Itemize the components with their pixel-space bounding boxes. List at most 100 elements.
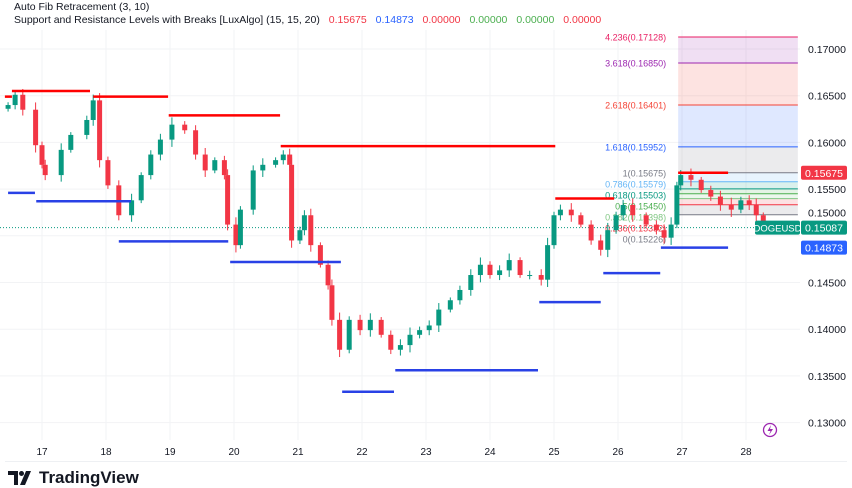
candle <box>225 175 231 225</box>
candle <box>426 325 432 331</box>
fib-level-label: 2.618(0.16401) <box>605 100 666 110</box>
candle <box>620 204 626 216</box>
fib-level-label: 1(0.15675) <box>623 168 667 178</box>
price-chart[interactable]: 17 18 19 20 21 22 23 24 25 26 27 28 0.17000 0.16500 0.… <box>0 0 852 462</box>
x-tick-label: 24 <box>484 447 496 458</box>
candle <box>202 154 208 171</box>
candle <box>545 245 551 280</box>
symbol-tag-box <box>755 220 800 235</box>
candle <box>105 160 111 186</box>
candle <box>182 124 188 131</box>
candle <box>317 245 323 265</box>
candle <box>487 264 493 276</box>
sr-indicator-legend[interactable]: Support and Resistance Levels with Break… <box>14 14 607 26</box>
fib-band <box>678 37 798 64</box>
candle <box>39 145 45 165</box>
candle <box>557 209 563 216</box>
candle <box>717 196 723 205</box>
fib-level-label: 0.618(0.15503) <box>605 190 666 200</box>
candle <box>527 275 533 277</box>
candle <box>477 264 483 276</box>
y-tick-label: 0.14000 <box>808 324 846 336</box>
symbol-tag: DOGEUSD <box>753 224 801 235</box>
fib-indicator-legend[interactable]: Auto Fib Retracement (3, 10) <box>14 1 155 13</box>
x-tick-label: 23 <box>420 447 432 458</box>
candle <box>367 319 373 331</box>
candle <box>417 330 423 335</box>
candle <box>457 289 463 301</box>
y-tick-label: 0.16000 <box>808 137 846 149</box>
fib-band <box>678 188 798 194</box>
candle <box>90 100 96 120</box>
price-label-box <box>801 220 847 235</box>
x-tick-label: 22 <box>356 447 368 458</box>
candle <box>436 309 442 326</box>
y-tick-label: 0.13000 <box>808 418 846 430</box>
candle <box>169 124 175 140</box>
tradingview-logo-icon <box>8 471 31 485</box>
x-tick-label: 26 <box>612 447 624 458</box>
fib-level-label: 0.236(0.15332) <box>605 223 666 233</box>
fib-band <box>678 204 798 215</box>
candle <box>33 109 39 146</box>
sr-value: 0.00000 <box>422 14 461 26</box>
sr-indicator-title: Support and Resistance Levels with Break… <box>14 14 320 26</box>
candle <box>708 190 714 197</box>
candle <box>653 224 659 231</box>
candle <box>5 105 11 109</box>
candle <box>233 224 239 246</box>
candle <box>388 334 394 350</box>
candle <box>325 264 331 286</box>
candle <box>250 170 256 210</box>
tradingview-logo[interactable]: TradingView <box>8 468 139 488</box>
price-label: 0.14873 <box>805 243 843 255</box>
candle <box>297 230 303 241</box>
candle <box>578 215 584 225</box>
x-tick-label: 21 <box>292 447 304 458</box>
candle <box>20 94 26 110</box>
candle <box>138 175 144 201</box>
candle <box>378 319 384 335</box>
sr-value: 0.00000 <box>516 14 555 26</box>
fib-band <box>678 172 798 182</box>
candle <box>237 209 243 246</box>
candle <box>212 160 218 171</box>
price-label: 0.15087 <box>805 223 843 235</box>
candle <box>746 200 752 205</box>
candle <box>698 179 704 191</box>
candle <box>407 334 413 346</box>
candle <box>329 285 335 320</box>
fib-level-label: 4.236(0.17128) <box>605 33 666 43</box>
candle <box>568 209 574 216</box>
candle <box>346 319 352 350</box>
sr-value: 0.14873 <box>375 14 414 26</box>
candle <box>728 204 734 210</box>
x-tick-label: 28 <box>740 447 752 458</box>
candle <box>643 215 649 225</box>
candle <box>661 230 667 238</box>
candle <box>517 260 523 276</box>
sr-value: 0.15675 <box>328 14 367 26</box>
candle <box>588 224 594 241</box>
price-label-box <box>801 165 847 180</box>
fib-level-label: 1.618(0.15952) <box>605 142 666 152</box>
fib-band <box>678 198 798 205</box>
candle <box>337 319 343 350</box>
candle <box>97 100 103 161</box>
divider <box>5 461 847 462</box>
y-tick-label: 0.17000 <box>808 44 846 56</box>
fib-level-label: 0.5(0.15450) <box>615 201 666 211</box>
candle <box>148 154 154 176</box>
lightning-icon <box>767 425 773 435</box>
sr-value: 0.00000 <box>469 14 508 26</box>
candle <box>301 215 307 231</box>
candle <box>260 164 266 171</box>
sr-value: 0.00000 <box>563 14 602 26</box>
candle <box>287 154 293 165</box>
candle <box>193 130 199 155</box>
x-tick-label: 17 <box>36 447 48 458</box>
x-tick-label: 19 <box>164 447 176 458</box>
candle <box>506 260 512 271</box>
candle <box>129 200 135 216</box>
candle <box>84 119 90 135</box>
